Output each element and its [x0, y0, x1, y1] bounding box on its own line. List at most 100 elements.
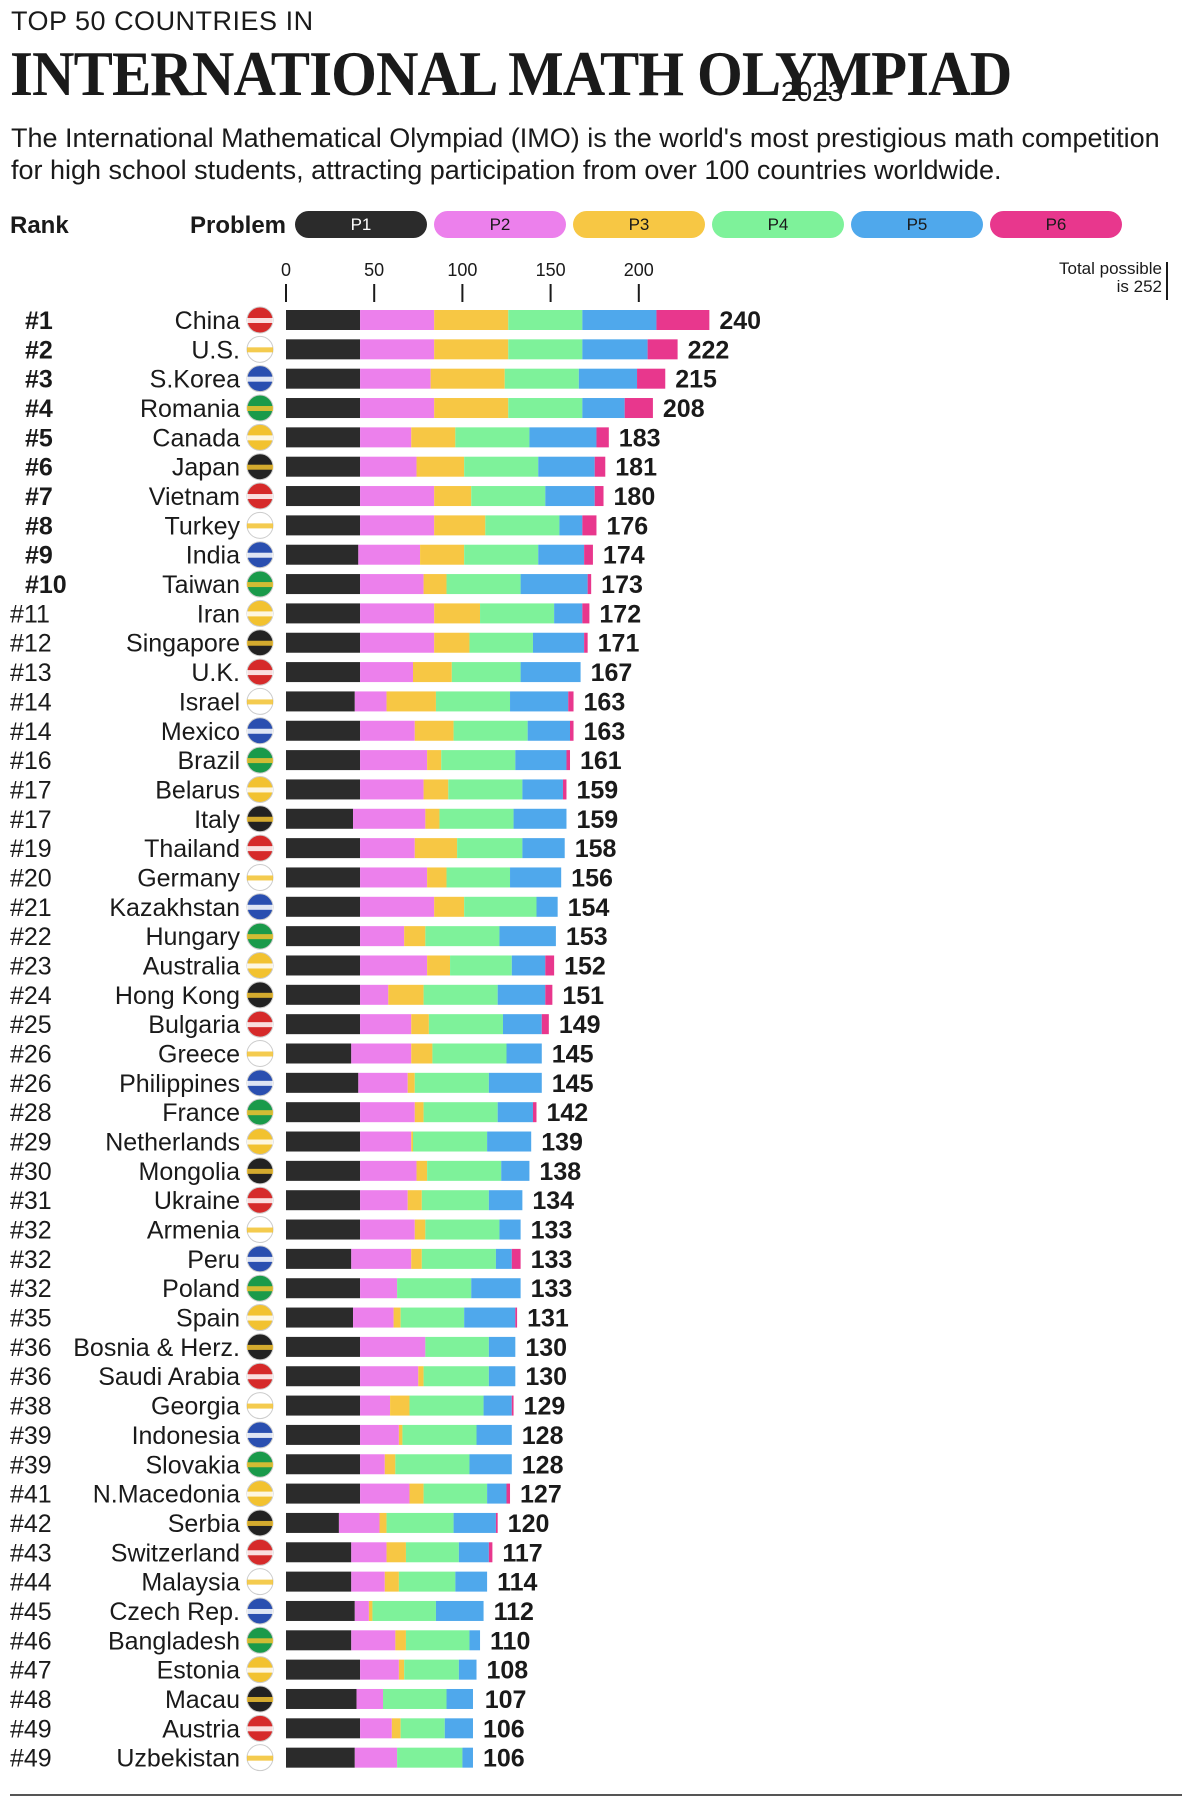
- bar-segment-p4: [446, 574, 521, 595]
- rank-label: #46: [10, 1627, 52, 1655]
- bar-segment-p1: [286, 1131, 361, 1152]
- bar-segment-p4: [464, 456, 539, 477]
- bar-segment-p1: [286, 339, 361, 360]
- bar-segment-p5: [582, 339, 648, 360]
- bar-segment-p1: [286, 1630, 352, 1651]
- bar-segment-p3: [384, 1571, 399, 1592]
- flag-stripe-icon: [247, 1344, 273, 1350]
- total-label: 114: [497, 1569, 537, 1597]
- bar-segment-p4: [405, 1630, 470, 1651]
- bar-segment-p6: [545, 984, 553, 1005]
- total-label: 176: [606, 512, 648, 540]
- bar-segment-p1: [286, 368, 361, 389]
- bar-segment-p2: [360, 1102, 415, 1123]
- bar-segment-p1: [286, 1043, 352, 1064]
- flag-stripe-icon: [247, 1286, 273, 1292]
- bar-segment-p2: [360, 779, 424, 800]
- rank-label: #36: [10, 1363, 52, 1391]
- bar-segment-p6: [566, 750, 571, 771]
- bar-segment-p5: [502, 1014, 542, 1035]
- bar-segment-p1: [286, 427, 361, 448]
- country-label: Georgia: [151, 1393, 240, 1421]
- bar-segment-p3: [427, 867, 447, 888]
- flag-stripe-icon: [247, 1198, 273, 1204]
- bar-segment-p4: [414, 1072, 489, 1093]
- bar-segment-p1: [286, 1747, 355, 1768]
- bar-segment-p4: [425, 926, 500, 947]
- bar-segment-p5: [453, 1512, 496, 1533]
- country-label: Switzerland: [111, 1539, 240, 1567]
- bar-segment-p2: [360, 368, 431, 389]
- bar-segment-p6: [506, 1483, 511, 1504]
- bar-segment-p5: [536, 896, 558, 917]
- total-label: 133: [531, 1217, 573, 1245]
- bar-segment-p3: [430, 368, 505, 389]
- bar-segment-p1: [286, 1688, 357, 1709]
- bar-segment-p4: [400, 1718, 445, 1739]
- bar-segment-p3: [413, 662, 452, 683]
- country-label: Hong Kong: [115, 982, 240, 1010]
- bar-segment-p1: [286, 1014, 361, 1035]
- bar-segment-p1: [286, 544, 359, 565]
- bar-segment-p1: [286, 1102, 361, 1123]
- rank-label: #47: [10, 1657, 52, 1685]
- total-label: 240: [719, 307, 761, 335]
- bar-segment-p5: [520, 574, 588, 595]
- total-label: 128: [522, 1422, 564, 1450]
- flag-stripe-icon: [247, 904, 273, 910]
- total-label: 222: [688, 336, 730, 364]
- bar-segment-p3: [420, 544, 465, 565]
- bar-segment-p4: [432, 1043, 507, 1064]
- country-label: Czech Rep.: [109, 1598, 240, 1626]
- flag-stripe-icon: [247, 611, 273, 617]
- rank-label: #26: [10, 1041, 52, 1069]
- total-possible-marker: [1166, 262, 1168, 300]
- bar-segment-p4: [455, 427, 530, 448]
- bar-segment-p4: [439, 808, 514, 829]
- rank-label: #25: [10, 1011, 52, 1039]
- total-label: 156: [571, 864, 613, 892]
- total-label: 133: [531, 1246, 573, 1274]
- bar-segment-p1: [286, 955, 361, 976]
- bar-segment-p5: [582, 398, 625, 419]
- bar-segment-p2: [360, 1190, 408, 1211]
- bar-segment-p4: [504, 368, 579, 389]
- rank-label: #26: [10, 1070, 52, 1098]
- bar-segment-p4: [508, 398, 583, 419]
- country-label: Peru: [187, 1246, 240, 1274]
- total-label: 159: [576, 776, 618, 804]
- bar-segment-p4: [480, 603, 555, 624]
- bar-segment-p3: [386, 691, 436, 712]
- country-label: Japan: [172, 454, 240, 482]
- rank-label: #20: [10, 864, 52, 892]
- bar-segment-p1: [286, 1072, 359, 1093]
- bar-segment-p5: [522, 779, 563, 800]
- bar-segment-p3: [434, 310, 509, 330]
- bar-segment-p5: [515, 750, 567, 771]
- bar-segment-p6: [562, 779, 567, 800]
- total-label: 183: [619, 424, 661, 452]
- total-label: 106: [483, 1745, 525, 1773]
- country-label: Armenia: [147, 1217, 240, 1245]
- flag-stripe-icon: [247, 1374, 273, 1380]
- bar-segment-p2: [360, 310, 435, 330]
- rank-label: #17: [10, 806, 52, 834]
- bar-segment-p4: [485, 515, 560, 536]
- flag-stripe-icon: [247, 846, 273, 852]
- bar-segment-p1: [286, 1219, 361, 1240]
- total-possible-line2: is 252: [1116, 277, 1162, 296]
- flag-stripe-icon: [247, 758, 273, 764]
- flag-stripe-icon: [247, 1462, 273, 1468]
- bar-segment-p3: [423, 779, 449, 800]
- bar-segment-p3: [379, 1512, 387, 1533]
- bar-segment-p1: [286, 808, 354, 829]
- bar-segment-p6: [545, 955, 555, 976]
- flag-stripe-icon: [247, 318, 273, 323]
- bar-segment-p4: [397, 1278, 472, 1299]
- bar-segment-p2: [360, 427, 412, 448]
- bar-segment-p3: [411, 1131, 414, 1152]
- legend-pill-p6: P6: [990, 211, 1122, 238]
- bar-segment-p3: [418, 1366, 424, 1387]
- bar-segment-p1: [286, 456, 361, 477]
- total-label: 159: [576, 806, 618, 834]
